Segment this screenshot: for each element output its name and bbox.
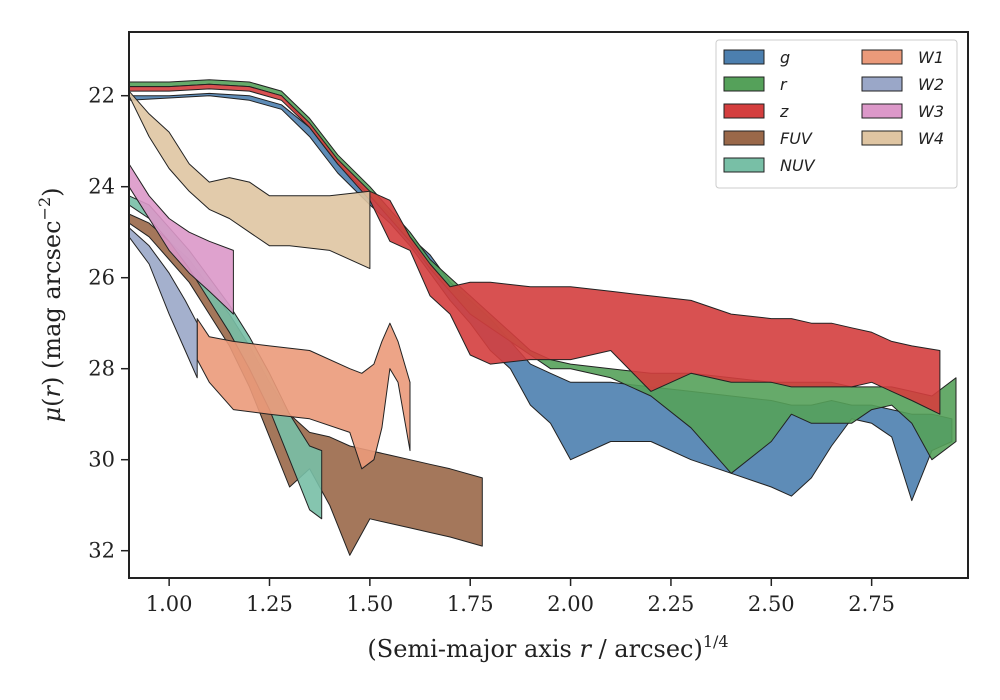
x-tick-label: 1.75 (447, 592, 494, 616)
x-tick-label: 2.00 (547, 592, 594, 616)
x-tick-label: 2.75 (848, 592, 895, 616)
legend-swatch-fuv (723, 130, 765, 146)
x-tick-label: 1.25 (246, 592, 293, 616)
y-tick-label: 26 (88, 266, 115, 290)
legend-label-r: r (780, 75, 788, 94)
legend-swatch-w3 (861, 103, 903, 119)
x-tick-label: 1.50 (346, 592, 393, 616)
legend-swatch-w4 (861, 130, 903, 146)
legend-swatch-w1 (861, 49, 903, 65)
legend-swatch-r (723, 76, 765, 92)
x-tick-label: 2.50 (748, 592, 795, 616)
legend: grz FUV NUV W1 W2 W3 W4 (715, 39, 958, 189)
legend-label-nuv: NUV (780, 156, 816, 175)
legend-swatch-z (723, 103, 765, 119)
legend-label-w1: W1 (918, 48, 944, 67)
y-tick-label: 28 (88, 357, 115, 381)
x-axis: 1.00 1.25 1.50 1.75 2.00 2.25 2.50 2.75 (146, 578, 895, 616)
y-axis: 22 24 26 28 30 32 (88, 84, 129, 563)
band-w2 (128, 227, 198, 379)
y-axis-label: μ(r) (mag arcsec−2) (35, 187, 66, 422)
profile-bands (128, 79, 957, 556)
y-tick-label: 30 (88, 448, 115, 472)
y-tick-label: 32 (88, 539, 115, 563)
legend-label-fuv: FUV (780, 129, 813, 148)
plot-frame (128, 31, 969, 579)
band-w4 (128, 90, 371, 270)
legend-label-g: g (780, 48, 790, 67)
x-tick-label: 1.00 (146, 592, 193, 616)
legend-swatch-g (723, 49, 765, 65)
x-tick-label: 2.25 (648, 592, 695, 616)
legend-label-z: z (779, 102, 789, 121)
y-tick-label: 24 (88, 175, 115, 199)
band-z (128, 83, 941, 415)
legend-label-w4: W4 (918, 129, 944, 148)
legend-swatch-w2 (861, 76, 903, 92)
legend-label-w2: W2 (918, 75, 944, 94)
legend-swatch-nuv (723, 157, 765, 173)
band-w1 (196, 318, 411, 470)
band-w3 (128, 163, 234, 315)
legend-label-w3: W3 (918, 102, 944, 121)
x-axis-label: (Semi-major axis r / arcsec)1/4 (367, 632, 728, 663)
y-tick-label: 22 (88, 84, 115, 108)
